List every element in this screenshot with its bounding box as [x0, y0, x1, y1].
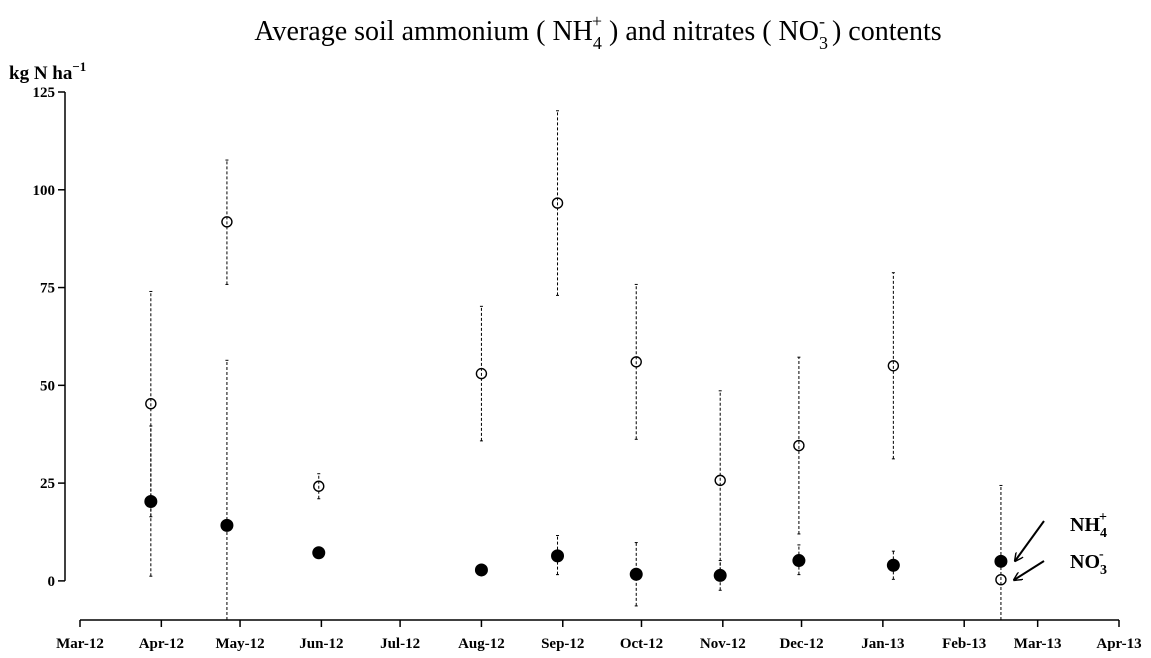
filled-circle-point [886, 558, 900, 572]
title-no3-subscript: 3 [819, 33, 828, 53]
filled-circle-point [792, 554, 806, 568]
y-tick-label: 100 [33, 183, 56, 199]
open-circle-point [221, 216, 233, 228]
open-circle-point [793, 439, 805, 452]
title-no3-superscript: - [819, 11, 825, 31]
y-tick-label: 25 [40, 476, 55, 492]
open-circle-point [714, 474, 726, 487]
y-axis: 0 25 50 75 100 125 [33, 85, 66, 590]
x-tick-label: Nov-12 [700, 636, 746, 652]
title-suffix: ) contents [825, 16, 942, 47]
x-tick-label: Feb-13 [942, 636, 986, 652]
x-tick-label: Mar-13 [1014, 636, 1062, 652]
x-tick-label: Dec-12 [779, 636, 823, 652]
annotation-nh4-superscript: + [1099, 510, 1107, 525]
annotation-nh4-subscript: 4 [1100, 526, 1107, 541]
annotation-no3: NO3- [1070, 547, 1107, 578]
y-axis-label: kg N ha−1 [9, 59, 86, 84]
y-tick-label: 0 [48, 574, 56, 590]
annotation-no3-subscript: 3 [1100, 563, 1107, 578]
annotation-no3-superscript: - [1099, 547, 1104, 562]
annotations: NH4+ NO3- [1014, 510, 1107, 580]
title-nh4-subscript: 4 [593, 33, 602, 53]
filled-circle-point [220, 518, 234, 532]
annotation-nh4: NH4+ [1070, 510, 1107, 541]
x-tick-label: Mar-12 [56, 636, 104, 652]
annotation-no3-base: NO [1070, 551, 1100, 573]
open-circle-point [995, 574, 1007, 586]
open-circle-point [630, 356, 642, 368]
x-tick-label: Apr-12 [139, 636, 184, 652]
x-tick-label: Jun-12 [299, 636, 343, 652]
filled-circle-point [312, 546, 326, 560]
y-tick-label: 50 [40, 378, 55, 394]
x-tick-label: May-12 [215, 636, 264, 652]
title-middle: ) and nitrates ( NO [602, 16, 819, 47]
open-circle-point [145, 398, 157, 410]
y-axis-label-base: kg N ha [9, 63, 73, 84]
x-axis: Mar-12 Apr-12 May-12 Jun-12 Jul-12 Aug-12 Sep-… [56, 619, 1142, 652]
x-tick-label: Aug-12 [458, 636, 505, 652]
y-tick-label: 125 [33, 85, 56, 101]
y-tick-label: 75 [40, 281, 55, 297]
x-tick-label: Jul-12 [380, 636, 420, 652]
filled-circle-point [994, 554, 1008, 568]
filled-circle-point [629, 567, 643, 581]
error-bars [149, 110, 1003, 620]
annotation-nh4-base: NH [1070, 514, 1100, 536]
data-points [144, 197, 1008, 586]
filled-circle-point [474, 563, 488, 577]
chart-title: Average soil ammonium ( NH4+ ) and nitra… [254, 11, 941, 53]
title-prefix: Average soil ammonium ( NH [254, 16, 593, 47]
open-circle-point [887, 360, 900, 372]
x-tick-label: Sep-12 [541, 636, 584, 652]
x-tick-label: Jan-13 [861, 636, 904, 652]
y-axis-label-superscript: −1 [72, 59, 86, 74]
filled-circle-point [713, 568, 727, 582]
annotation-arrow-nh4 [1015, 520, 1045, 561]
open-circle-point [475, 367, 488, 380]
open-circle-point [313, 480, 325, 492]
open-circle-point [551, 197, 564, 209]
filled-circle-point [144, 494, 158, 508]
x-tick-label: Apr-13 [1096, 636, 1141, 652]
annotation-arrow-no3 [1014, 560, 1045, 580]
title-nh4-superscript: + [592, 11, 602, 31]
x-tick-label: Oct-12 [620, 636, 663, 652]
filled-circle-point [551, 549, 565, 563]
